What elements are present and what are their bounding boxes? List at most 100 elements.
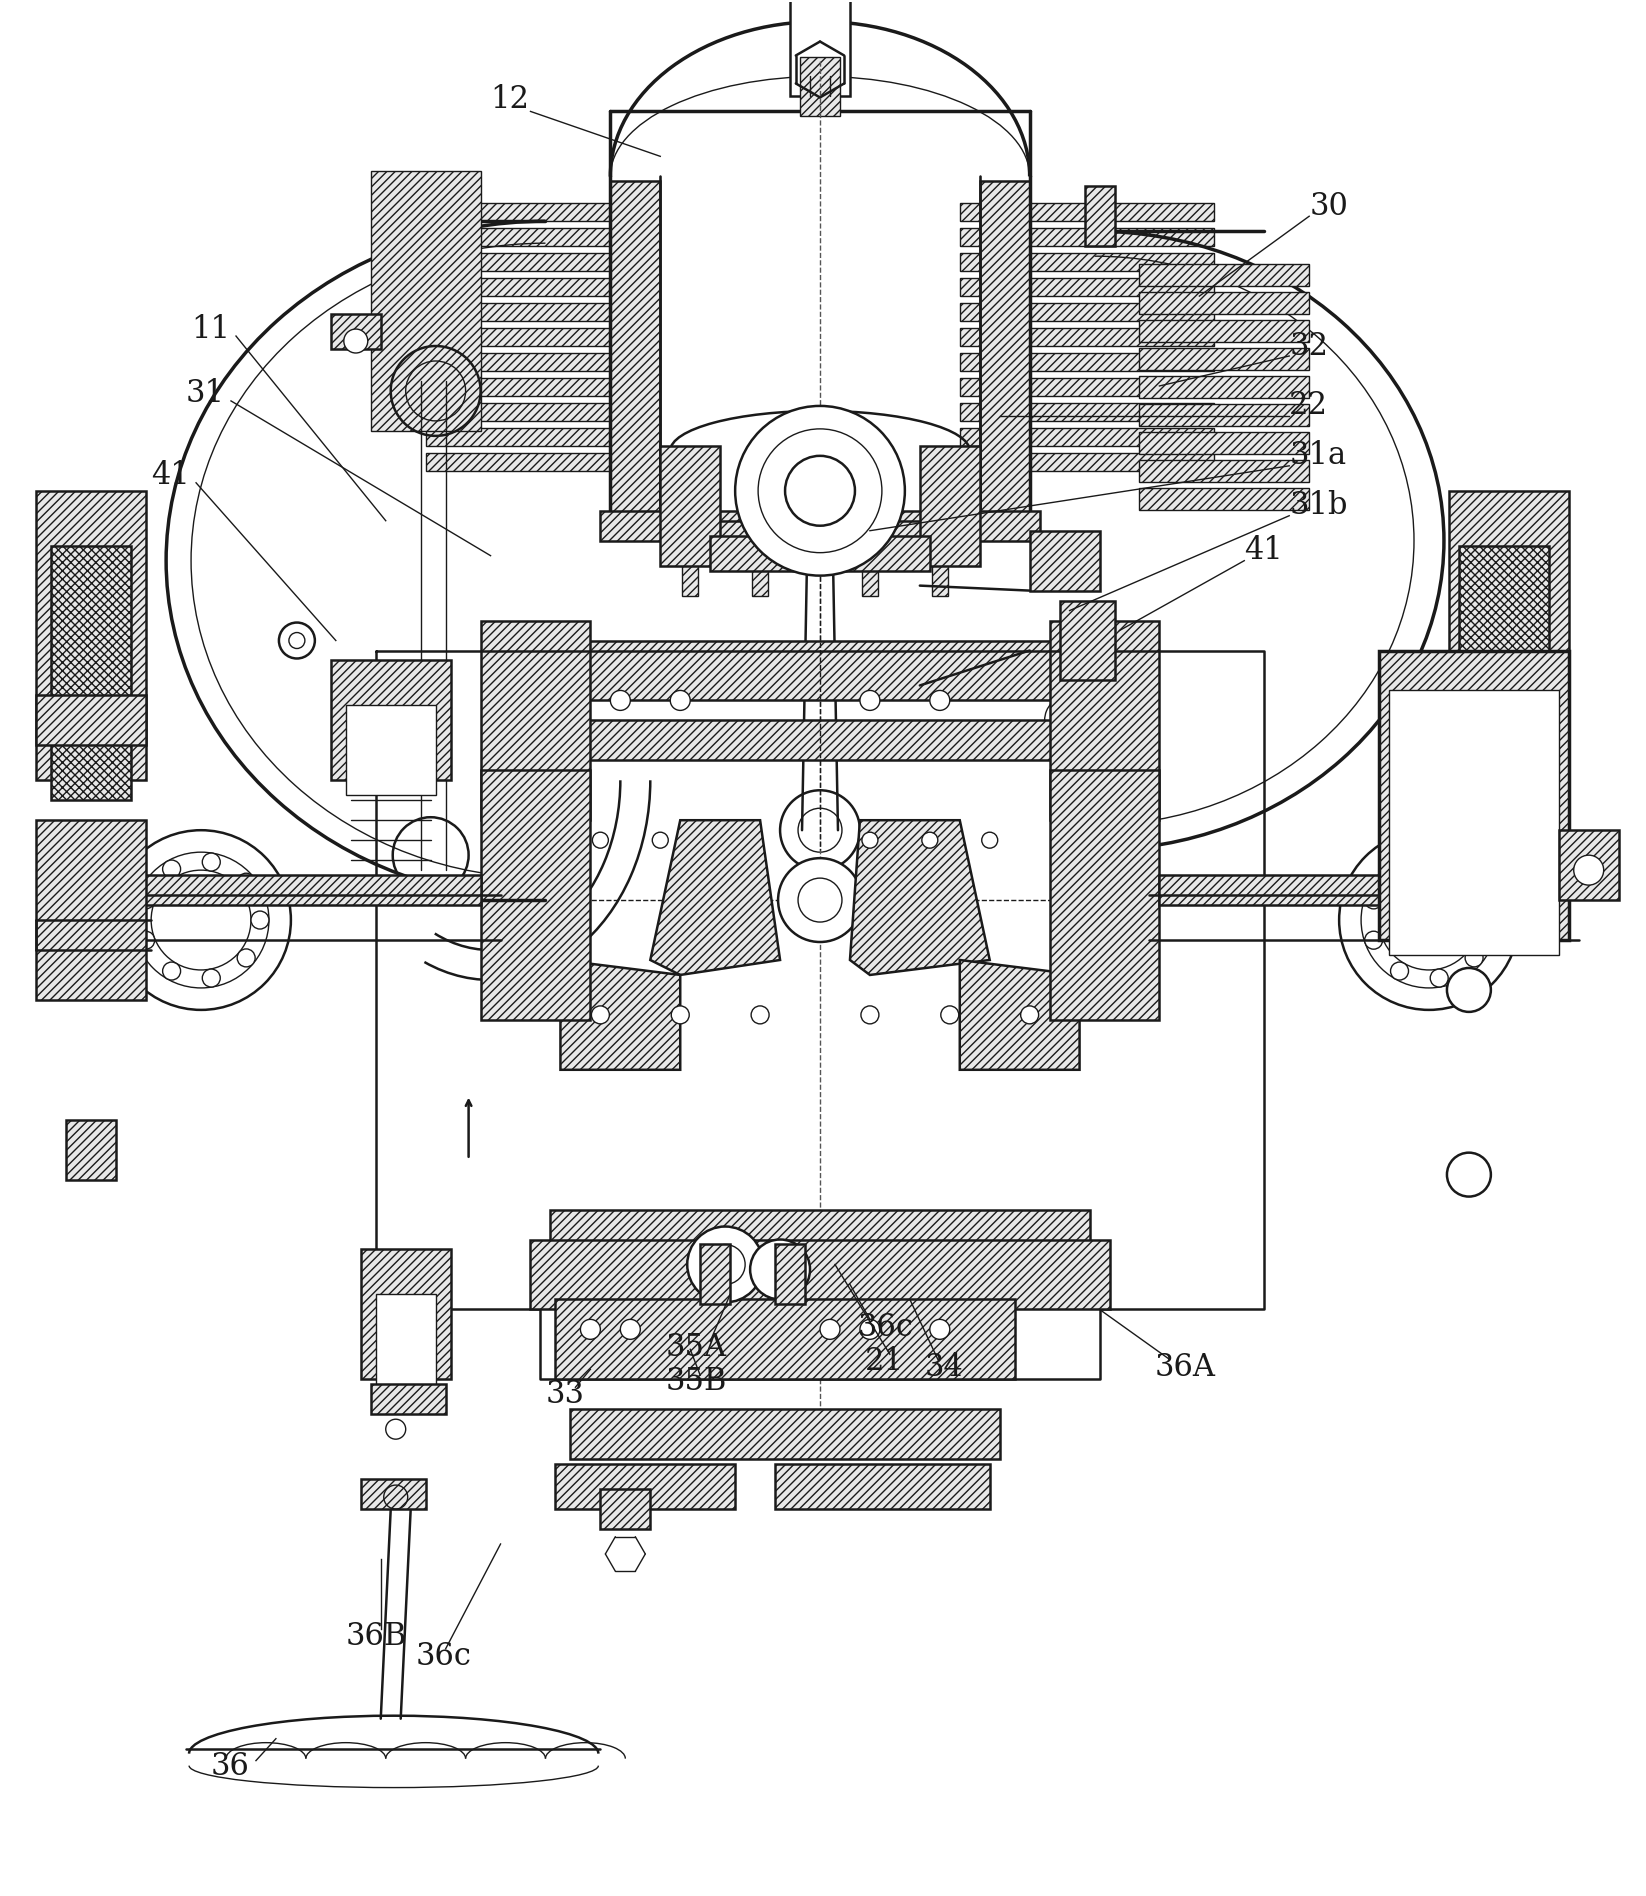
Bar (1139, 432, 1309, 453)
Bar (426, 203, 611, 222)
Bar (1085, 186, 1114, 246)
Bar (1139, 292, 1309, 315)
Bar (1060, 601, 1114, 681)
Bar (1379, 650, 1569, 940)
Circle shape (1465, 874, 1483, 891)
Circle shape (1478, 912, 1496, 929)
Bar (555, 1299, 1014, 1378)
Bar (700, 1244, 731, 1304)
Bar (481, 770, 591, 1020)
Text: 41: 41 (151, 461, 189, 491)
Circle shape (151, 870, 250, 971)
Bar (960, 303, 1215, 320)
Circle shape (1391, 961, 1409, 980)
Bar (1030, 531, 1100, 592)
Circle shape (1365, 891, 1383, 908)
Circle shape (930, 1320, 950, 1339)
Bar (920, 446, 979, 565)
Bar (611, 182, 660, 531)
Bar (331, 660, 451, 781)
Text: 36: 36 (211, 1752, 250, 1782)
Bar (36, 491, 146, 781)
Bar (1559, 830, 1618, 901)
Bar (1139, 375, 1309, 398)
Bar (1139, 487, 1309, 510)
Bar (370, 1384, 446, 1414)
Circle shape (112, 830, 291, 1011)
Text: 35A: 35A (665, 1331, 726, 1363)
Bar (426, 353, 611, 372)
Circle shape (137, 931, 155, 950)
Bar (1159, 876, 1468, 904)
Bar (1139, 264, 1309, 286)
Bar (51, 546, 132, 800)
Bar (960, 377, 1215, 396)
Circle shape (137, 891, 155, 908)
Circle shape (1447, 1153, 1491, 1196)
Circle shape (670, 690, 690, 711)
Circle shape (1574, 855, 1603, 885)
Circle shape (1365, 931, 1383, 950)
Circle shape (250, 912, 268, 929)
Bar (1050, 770, 1159, 1020)
Circle shape (611, 690, 630, 711)
Polygon shape (560, 959, 680, 1069)
Bar (1139, 349, 1309, 370)
Circle shape (751, 1007, 769, 1024)
Bar (960, 254, 1215, 271)
Bar (426, 254, 611, 271)
Circle shape (202, 853, 221, 870)
Text: 31b: 31b (1289, 491, 1348, 521)
Bar (426, 279, 611, 296)
Circle shape (652, 832, 668, 848)
Bar (1139, 320, 1309, 341)
Bar (1389, 690, 1559, 956)
Bar (360, 1479, 426, 1509)
Bar (426, 303, 611, 320)
Text: 36c: 36c (416, 1642, 471, 1672)
Circle shape (1021, 1007, 1039, 1024)
Bar (66, 1121, 117, 1179)
Circle shape (1430, 853, 1448, 870)
Bar (331, 315, 380, 349)
Bar (960, 228, 1215, 246)
Bar (601, 1488, 650, 1528)
Circle shape (1447, 969, 1491, 1012)
Bar (863, 546, 877, 595)
Text: 31a: 31a (1289, 440, 1346, 472)
Circle shape (202, 969, 221, 988)
Text: 34: 34 (925, 1352, 963, 1382)
Bar (1458, 546, 1549, 800)
Circle shape (581, 1320, 601, 1339)
Circle shape (237, 948, 255, 967)
Circle shape (820, 1320, 839, 1339)
Circle shape (163, 961, 181, 980)
Bar (426, 328, 611, 345)
Text: 36B: 36B (346, 1621, 407, 1651)
Bar (360, 1249, 451, 1378)
Bar (375, 1295, 436, 1394)
Circle shape (785, 455, 854, 525)
Bar (550, 641, 1090, 700)
Bar (960, 353, 1215, 372)
Bar (426, 453, 611, 470)
Circle shape (672, 1007, 690, 1024)
Text: 21: 21 (864, 1346, 904, 1376)
Bar (571, 1409, 999, 1460)
Bar (960, 203, 1215, 222)
Text: 36A: 36A (1154, 1352, 1215, 1382)
Circle shape (1430, 969, 1448, 988)
Circle shape (237, 874, 255, 891)
Circle shape (278, 622, 314, 658)
Bar (752, 546, 769, 595)
Bar (1139, 404, 1309, 427)
Circle shape (930, 690, 950, 711)
Text: 22: 22 (1289, 391, 1328, 421)
Bar (481, 620, 591, 821)
Circle shape (1391, 861, 1409, 878)
Text: 30: 30 (1309, 191, 1348, 222)
Text: 35B: 35B (665, 1365, 726, 1397)
Circle shape (163, 861, 181, 878)
Bar (709, 537, 930, 571)
Polygon shape (960, 959, 1080, 1069)
